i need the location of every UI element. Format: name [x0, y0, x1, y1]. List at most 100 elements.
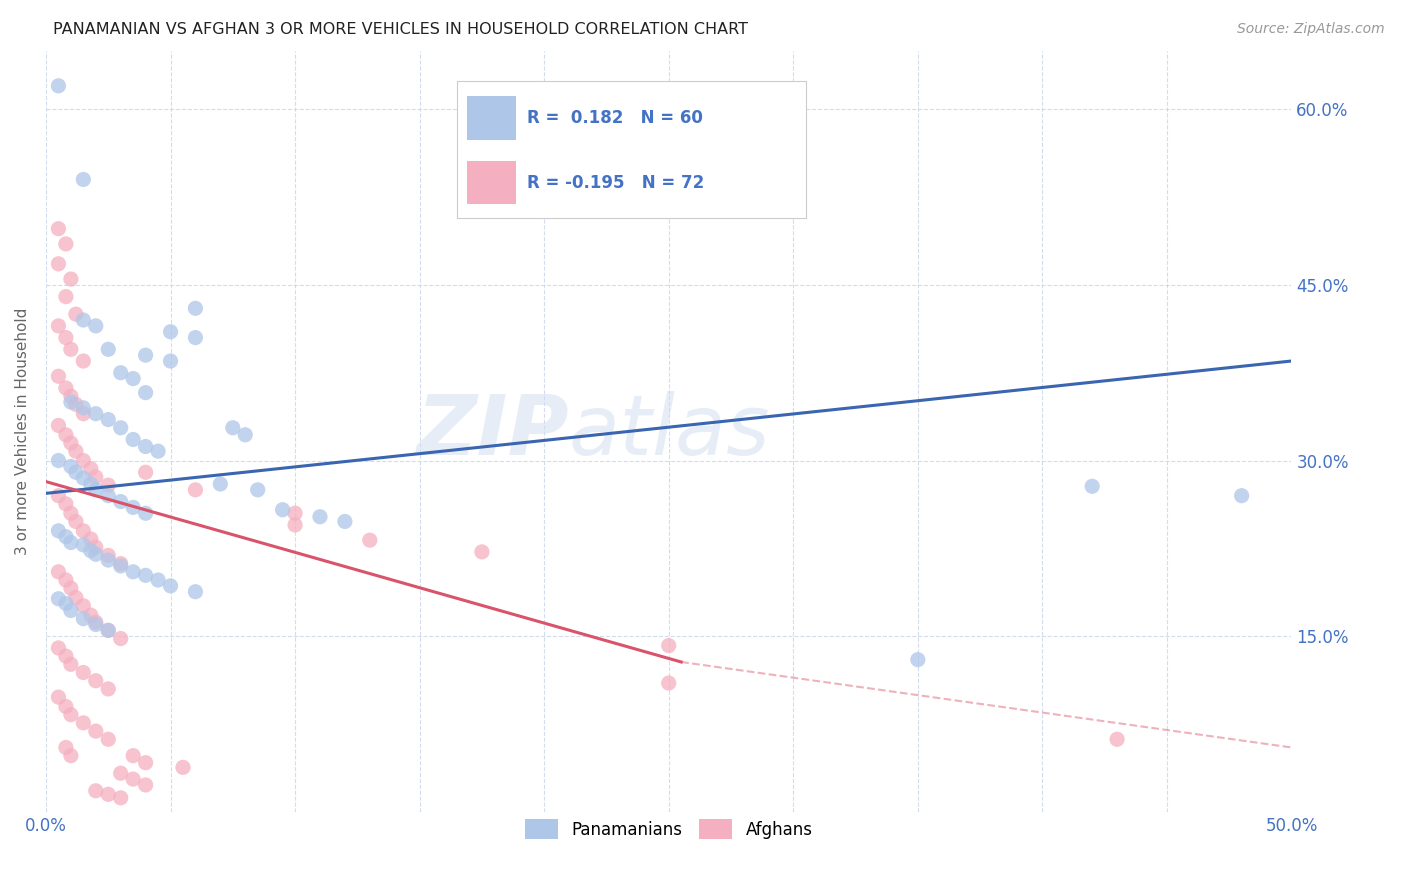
Point — [110, 632, 132, 646]
Point — [309, 509, 332, 524]
Point — [65, 397, 87, 411]
Point — [122, 565, 145, 579]
Point — [48, 318, 70, 333]
Point — [72, 715, 94, 730]
Point — [97, 412, 120, 426]
Point — [59, 657, 82, 672]
Point — [55, 740, 77, 755]
Point — [65, 444, 87, 458]
Point — [59, 389, 82, 403]
Point — [1230, 489, 1253, 503]
Point — [84, 617, 107, 632]
Point — [55, 381, 77, 395]
Point — [135, 465, 157, 479]
Point — [271, 502, 294, 516]
Point — [84, 483, 107, 497]
Legend: Panamanians, Afghans: Panamanians, Afghans — [517, 813, 820, 846]
Point — [55, 330, 77, 344]
Point — [59, 395, 82, 409]
Point — [284, 518, 307, 533]
Point — [84, 547, 107, 561]
Text: ZIP: ZIP — [416, 391, 569, 472]
Point — [84, 540, 107, 554]
Point — [48, 453, 70, 467]
Point — [658, 676, 681, 690]
Point — [97, 489, 120, 503]
Point — [159, 325, 181, 339]
Point — [907, 653, 929, 667]
Point — [184, 483, 207, 497]
Point — [72, 599, 94, 613]
Point — [55, 596, 77, 610]
Point — [135, 440, 157, 454]
Point — [209, 477, 232, 491]
Point — [135, 385, 157, 400]
Point — [59, 506, 82, 520]
Point — [97, 624, 120, 638]
Point — [184, 301, 207, 316]
Point — [48, 418, 70, 433]
Point — [48, 369, 70, 384]
Point — [110, 558, 132, 573]
Point — [72, 665, 94, 680]
Point — [135, 348, 157, 362]
Point — [97, 681, 120, 696]
Point — [48, 489, 70, 503]
Point — [284, 506, 307, 520]
Point — [84, 615, 107, 629]
Point — [72, 612, 94, 626]
Point — [80, 477, 103, 491]
Point — [72, 401, 94, 415]
Point — [80, 532, 103, 546]
Point — [97, 787, 120, 801]
Point — [1081, 479, 1104, 493]
Point — [59, 459, 82, 474]
Point — [135, 756, 157, 770]
Point — [55, 290, 77, 304]
Point — [48, 524, 70, 538]
Point — [80, 608, 103, 623]
Point — [59, 748, 82, 763]
Point — [48, 565, 70, 579]
Point — [84, 407, 107, 421]
Point — [59, 535, 82, 549]
Point — [110, 366, 132, 380]
Point — [97, 553, 120, 567]
Point — [55, 427, 77, 442]
Point — [59, 581, 82, 595]
Point — [59, 272, 82, 286]
Point — [146, 444, 169, 458]
Point — [122, 500, 145, 515]
Point — [72, 453, 94, 467]
Point — [658, 639, 681, 653]
Point — [471, 545, 494, 559]
Point — [55, 649, 77, 664]
Point — [59, 603, 82, 617]
Point — [110, 421, 132, 435]
Point — [97, 732, 120, 747]
Point — [159, 354, 181, 368]
Point — [59, 436, 82, 450]
Text: Source: ZipAtlas.com: Source: ZipAtlas.com — [1237, 22, 1385, 37]
Point — [84, 318, 107, 333]
Text: atlas: atlas — [569, 391, 770, 472]
Point — [110, 766, 132, 780]
Point — [97, 624, 120, 638]
Point — [159, 579, 181, 593]
Point — [65, 307, 87, 321]
Point — [122, 748, 145, 763]
Point — [333, 515, 356, 529]
Point — [84, 784, 107, 798]
Point — [59, 343, 82, 357]
Point — [146, 573, 169, 587]
Point — [84, 673, 107, 688]
Point — [184, 330, 207, 344]
Point — [84, 724, 107, 739]
Point — [48, 78, 70, 93]
Point — [48, 221, 70, 235]
Point — [48, 690, 70, 705]
Point — [135, 778, 157, 792]
Point — [110, 494, 132, 508]
Point — [55, 497, 77, 511]
Point — [172, 760, 194, 774]
